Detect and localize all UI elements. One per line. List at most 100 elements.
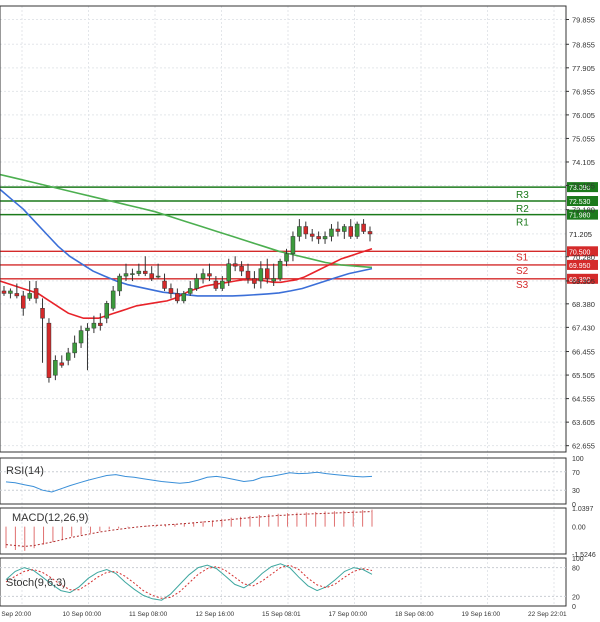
candle-body bbox=[46, 322, 52, 378]
candle-body bbox=[239, 265, 244, 272]
candle-body bbox=[21, 295, 26, 309]
price-tick-label: 79.855 bbox=[572, 16, 595, 25]
price-tick-label: 64.555 bbox=[572, 395, 595, 404]
macd-signal-line bbox=[5, 511, 373, 547]
candle-body bbox=[316, 236, 321, 240]
candle-body bbox=[207, 273, 212, 277]
price-tick-label: 75.055 bbox=[572, 134, 595, 143]
x-axis-label: 15 Sep 08:01 bbox=[262, 611, 301, 618]
price-tick-label: 73.155 bbox=[572, 182, 595, 191]
indicator-tick-label: 80 bbox=[572, 566, 580, 573]
price-tick-label: 77.905 bbox=[572, 64, 595, 73]
candle-body bbox=[110, 290, 116, 309]
candle-body bbox=[284, 253, 289, 262]
candle-body bbox=[53, 360, 58, 376]
price-tick-label: 67.430 bbox=[572, 323, 595, 332]
stoch-panel-frame bbox=[0, 557, 567, 607]
price-tick-label: 78.855 bbox=[572, 40, 595, 49]
candle-body bbox=[290, 236, 296, 255]
candle-body bbox=[8, 290, 13, 294]
sma-red-line bbox=[0, 248, 373, 319]
macd-label: MACD(12,26,9) bbox=[12, 512, 88, 524]
axes: 79.855 78.855 77.905 76.955 76.005 75.055 74.1… bbox=[0, 5, 599, 453]
rsi-line bbox=[5, 471, 373, 493]
price-tick-label: 70.280 bbox=[572, 253, 595, 262]
candle-body bbox=[33, 288, 39, 299]
price-tick-label: 63.605 bbox=[572, 418, 595, 427]
candle-body bbox=[354, 223, 360, 237]
candle-body bbox=[27, 293, 32, 299]
candle-body bbox=[40, 308, 45, 319]
candle-body bbox=[149, 273, 154, 279]
candle-body bbox=[200, 273, 206, 279]
current-price-tag bbox=[566, 228, 599, 240]
candle-body bbox=[213, 280, 219, 289]
price-tick-label: 62.655 bbox=[572, 442, 595, 451]
indicator-tick-label: 1.0397 bbox=[572, 506, 594, 513]
stoch-signal-line bbox=[5, 564, 373, 599]
level-name-s3: S3 bbox=[516, 280, 529, 291]
level-price-label: 71.980 bbox=[569, 213, 591, 220]
candle-body bbox=[342, 226, 347, 232]
candle-body bbox=[175, 293, 180, 302]
main-panel-frame bbox=[0, 5, 567, 453]
grid bbox=[0, 6, 566, 606]
stoch-label: Stoch(9,6,3) bbox=[6, 577, 66, 589]
candle-body bbox=[329, 228, 334, 237]
candle-body bbox=[143, 270, 148, 274]
candle-body bbox=[194, 278, 199, 289]
x-axis-label: 22 Sep 22:01 bbox=[528, 611, 567, 618]
current-price-label: 71.205 bbox=[569, 230, 592, 239]
level-name-r3: R3 bbox=[516, 190, 529, 201]
candle-body bbox=[181, 293, 187, 302]
candle-body bbox=[78, 330, 84, 344]
candle-body bbox=[335, 228, 341, 232]
x-axis-label: 11 Sep 08:00 bbox=[129, 611, 168, 618]
candle-body bbox=[123, 273, 129, 277]
x-axis-label: 19 Sep 16:00 bbox=[462, 611, 501, 618]
candle-body bbox=[303, 226, 309, 235]
indicator-tick-label: 100 bbox=[572, 556, 584, 563]
x-axis-labels: 9 Sep 20:00 10 Sep 00:00 11 Sep 08:00 12 Se… bbox=[0, 611, 567, 618]
rsi-panel: RSI(14) 100 70 30 0 bbox=[0, 456, 584, 509]
level-price-tag bbox=[567, 182, 598, 193]
macd-panel: MACD(12,26,9) 1.0397 0.00 -1.5246 bbox=[0, 506, 596, 559]
candle-body bbox=[367, 231, 373, 235]
candle-body bbox=[130, 273, 135, 275]
candle-body bbox=[309, 233, 315, 237]
level-price-label: 70.500 bbox=[569, 249, 591, 256]
level-price-tag bbox=[567, 273, 598, 284]
level-price-tag bbox=[567, 259, 598, 270]
level-name-r1: R1 bbox=[516, 218, 529, 229]
candle-body bbox=[220, 280, 225, 289]
candle-body bbox=[59, 362, 65, 366]
candle-body bbox=[245, 270, 251, 279]
candle-body bbox=[252, 278, 257, 284]
candle-body bbox=[187, 288, 193, 294]
candle-body bbox=[104, 303, 109, 319]
candles bbox=[1, 219, 373, 383]
indicator-tick-label: 100 bbox=[572, 456, 584, 463]
macd-panel-frame bbox=[0, 507, 567, 555]
x-axis-label: 18 Sep 08:00 bbox=[395, 611, 434, 618]
candle-body bbox=[85, 327, 90, 331]
x-axis-label: 17 Sep 00:00 bbox=[329, 611, 368, 618]
rsi-panel-frame bbox=[0, 457, 567, 505]
candle-body bbox=[1, 290, 7, 294]
support-resistance-levels: 73.090 R3 72.530 R2 71.980 R1 70.500 S1 69.950 S2… bbox=[0, 182, 598, 291]
rsi-label: RSI(14) bbox=[6, 465, 44, 477]
x-axis-label: 9 Sep 20:00 bbox=[0, 611, 31, 618]
indicator-tick-label: -1.5246 bbox=[572, 552, 596, 559]
candle-body bbox=[232, 263, 238, 267]
sma-green-line bbox=[0, 173, 373, 269]
x-axis-label: 10 Sep 00:00 bbox=[63, 611, 102, 618]
candle-body bbox=[65, 352, 71, 361]
level-price-label: 69.950 bbox=[569, 263, 591, 270]
candle-body bbox=[297, 226, 302, 237]
price-tick-label: 66.455 bbox=[572, 348, 595, 357]
candle-body bbox=[271, 278, 276, 282]
candle-body bbox=[155, 275, 161, 278]
stoch-panel: Stoch(9,6,3) 100 80 20 0 bbox=[0, 556, 584, 611]
